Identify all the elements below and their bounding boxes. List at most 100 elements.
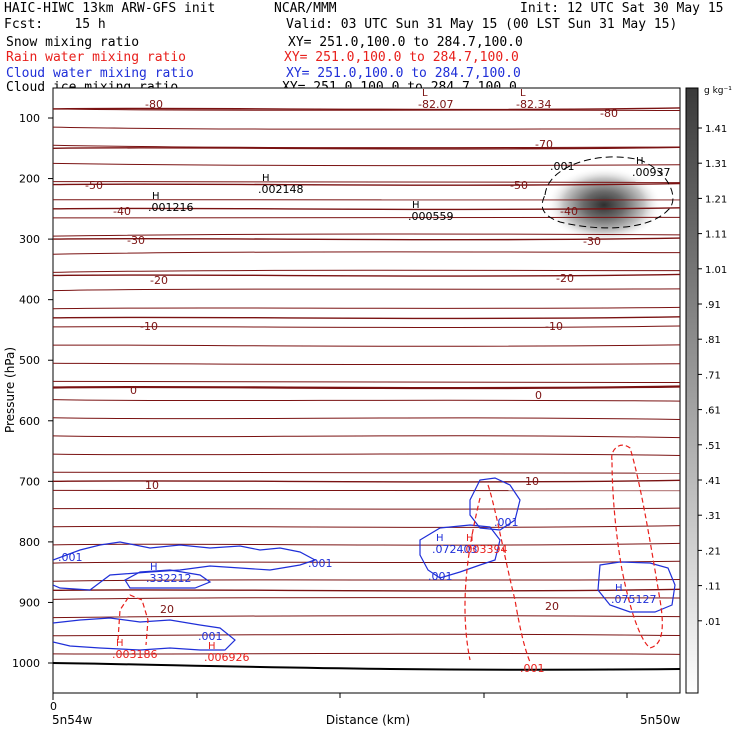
isotherm-labeled <box>53 182 680 186</box>
colorbar-tick-label: 1.31 <box>705 159 727 170</box>
y-tick-label: 300 <box>19 233 40 246</box>
contour-value-label: .001 <box>58 551 83 564</box>
y-tick-label: 400 <box>19 294 40 307</box>
extremum-mark: H <box>466 533 474 544</box>
isotherm-labeled <box>53 146 680 150</box>
isotherm-label: -80 <box>600 107 618 120</box>
isotherm-label: -40 <box>560 205 578 218</box>
x-zero-label: 0 <box>50 700 57 713</box>
field-label-snow: Snow mixing ratio <box>6 35 140 50</box>
y-tick-label: 100 <box>19 112 40 125</box>
isotherm-label: -30 <box>127 234 145 247</box>
isotherm-label: -10 <box>140 320 158 333</box>
colorbar-tick-label: .51 <box>705 441 721 452</box>
isotherm-label: 20 <box>160 603 174 616</box>
extremum-value: .002148 <box>258 183 304 196</box>
extremum-value: .00937 <box>632 166 671 179</box>
isotherm <box>53 162 680 167</box>
x-axis: 0 5n54w Distance (km) 5n50w <box>50 693 681 727</box>
x-end-label: 5n50w <box>640 713 681 727</box>
isotherm-labeled <box>53 107 680 111</box>
field-label-rain: Rain water mixing ratio <box>6 50 187 65</box>
isotherm-label: -10 <box>545 320 563 333</box>
isotherm <box>53 633 680 637</box>
isotherm <box>53 507 680 510</box>
isotherm <box>53 579 680 582</box>
y-tick-label: 700 <box>19 475 40 488</box>
y-tick-label: 500 <box>19 354 40 367</box>
isotherm-label: -50 <box>85 179 103 192</box>
isotherm <box>53 560 680 564</box>
isotherm-labeled <box>53 385 680 390</box>
isotherm <box>53 652 680 655</box>
model-title: HAIC-HIWC 13km ARW-GFS init <box>4 1 216 16</box>
cloud-water-contours <box>53 477 676 651</box>
isotherm-label: 10 <box>145 479 159 492</box>
extremum-value: .332212 <box>146 572 192 585</box>
extremum-value: -82.34 <box>516 98 551 111</box>
isotherm <box>53 269 680 273</box>
forecast-hour: Fcst: 15 h <box>4 17 106 32</box>
snow-contour <box>541 156 674 229</box>
extremum-mark: H <box>116 638 124 649</box>
institution-label: NCAR/MMM <box>274 1 337 16</box>
extremum-mark: H <box>208 641 216 652</box>
y-tick-label: 200 <box>19 173 40 186</box>
isotherm <box>53 306 680 310</box>
extremum-mark: L <box>422 88 428 99</box>
isotherm <box>53 597 680 600</box>
extremum-mark: H <box>412 200 420 211</box>
y-tick-label: 800 <box>19 536 40 549</box>
contour-value-label: .001 <box>198 630 223 643</box>
colorbar-tick-label: 1.01 <box>705 265 727 276</box>
terrain-line <box>53 662 680 671</box>
extremum-mark: H <box>436 533 444 544</box>
contour-value-label: .001 <box>494 516 519 529</box>
isotherm-labeled <box>53 207 680 211</box>
isotherm <box>53 144 680 149</box>
colorbar-tick-label: .21 <box>705 546 721 557</box>
isotherm-labeled <box>53 237 680 241</box>
isotherm-label: -20 <box>556 272 574 285</box>
colorbar-tick-label: 1.21 <box>705 194 727 205</box>
isotherm-labeled <box>53 588 680 592</box>
isotherm-label: -50 <box>510 179 528 192</box>
isotherm-label: -70 <box>535 138 553 151</box>
colorbar-tick-label: 1.41 <box>705 124 727 135</box>
isotherm <box>53 288 680 292</box>
contour-value-label: .001 <box>308 557 333 570</box>
colorbar-tick-label: .41 <box>705 476 721 487</box>
isotherm <box>53 417 680 421</box>
isotherm-label: -80 <box>145 98 163 111</box>
field-xy-rain: XY= 251.0,100.0 to 284.7,100.0 <box>284 50 519 65</box>
isotherm <box>53 325 680 328</box>
isotherm-label: -20 <box>150 274 168 287</box>
isotherm-labeled <box>53 479 680 483</box>
isotherm-label: -40 <box>113 205 131 218</box>
x-start-label: 5n54w <box>52 713 93 727</box>
colorbar-tick-label: .91 <box>705 300 721 311</box>
colorbar: 1.41 1.31 1.21 1.11 1.01 .91 .81 .71 .61 .51 .41 .3… <box>685 86 732 694</box>
temperature-isotherms <box>53 107 680 655</box>
isotherm-label: 10 <box>525 475 539 488</box>
contour-value-label: .001 <box>428 570 453 583</box>
isotherm <box>53 435 680 439</box>
y-axis-label: Pressure (hPa) <box>3 347 17 433</box>
isotherm <box>53 525 680 528</box>
field-label-cloud-water: Cloud water mixing ratio <box>6 66 194 81</box>
colorbar-tick-label: .61 <box>705 406 721 417</box>
extremum-mark: H <box>615 583 623 594</box>
isotherm <box>53 399 680 402</box>
colorbar-tick-label: .11 <box>705 582 721 593</box>
valid-time: Valid: 03 UTC Sun 31 May 15 (00 LST Sun … <box>286 17 678 32</box>
pressure-axis: 100 200 300 400 500 600 700 800 900 1000 <box>12 112 53 670</box>
colorbar-tick-label: .01 <box>705 617 721 628</box>
y-tick-label: 600 <box>19 415 40 428</box>
extremum-value: .001216 <box>148 201 194 214</box>
contour-value-label: .001 <box>550 160 575 173</box>
colorbar-tick-label: 1.11 <box>705 230 727 241</box>
colorbar-units: g kg⁻¹ <box>704 86 732 96</box>
colorbar-tick-label: .71 <box>705 370 721 381</box>
isotherm <box>53 542 680 546</box>
extremum-value: .006926 <box>204 651 250 664</box>
